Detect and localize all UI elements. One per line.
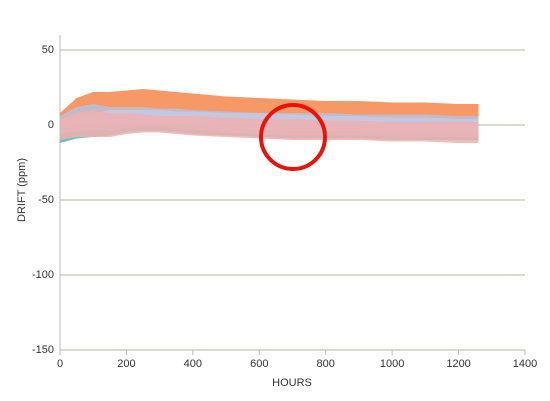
x-tick-label: 1200 [446, 358, 470, 370]
x-tick-label: 800 [317, 358, 335, 370]
x-tick-label: 400 [184, 358, 202, 370]
x-axis-label: HOURS [272, 377, 312, 389]
x-tick-label: 1400 [513, 358, 537, 370]
x-tick-label: 0 [57, 358, 63, 370]
highlight-circle [259, 103, 327, 171]
y-tick-label: 0 [48, 119, 54, 131]
drift-band [60, 110, 479, 143]
y-axis-label: DRIFT (ppm) [16, 158, 28, 222]
y-tick-label: 50 [42, 44, 54, 56]
x-tick-label: 1000 [380, 358, 404, 370]
y-tick-label: -150 [32, 344, 54, 356]
x-tick-label: 200 [117, 358, 135, 370]
y-tick-label: -50 [38, 194, 54, 206]
y-tick-label: -100 [32, 269, 54, 281]
x-tick-label: 600 [250, 358, 268, 370]
